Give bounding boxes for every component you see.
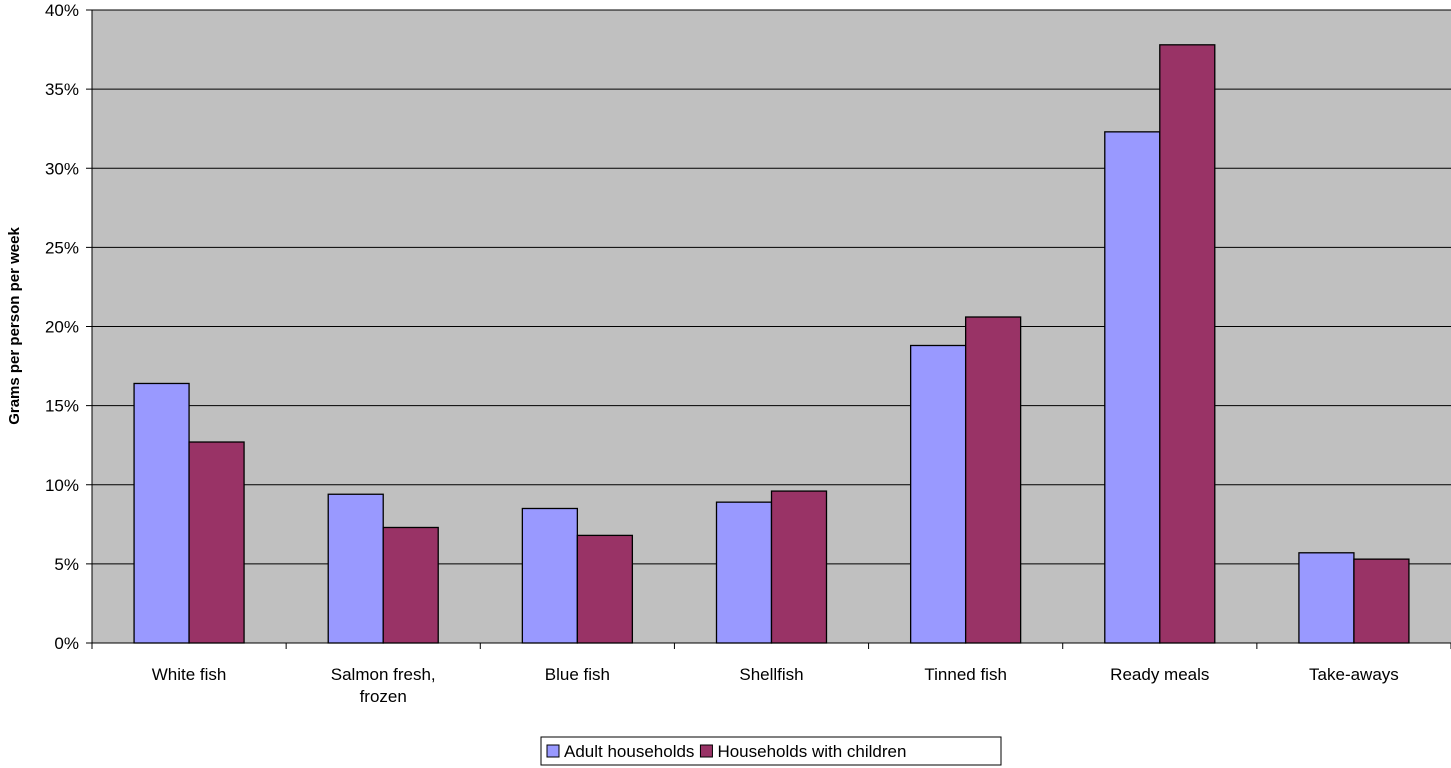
x-tick-label: Shellfish	[739, 665, 803, 684]
bar-adult-households	[327, 493, 384, 644]
y-tick-label: 5%	[54, 555, 79, 574]
bar-households-with-children	[964, 316, 1022, 644]
y-tick-label: 0%	[54, 634, 79, 653]
gridlines	[92, 9, 1451, 565]
bar-adult-households	[521, 507, 579, 644]
x-tick-label: frozen	[360, 687, 407, 706]
x-tick-label: Blue fish	[545, 665, 610, 684]
x-tick-label: Salmon fresh,	[331, 665, 436, 684]
bar-adult-households	[133, 382, 190, 644]
x-tick-label: Tinned fish	[924, 665, 1007, 684]
y-tick-label: 40%	[45, 1, 79, 20]
bar-households-with-children	[1353, 558, 1410, 644]
legend-box	[540, 736, 1002, 766]
y-axis-label: Grams per person per week	[6, 227, 23, 425]
y-tick-label: 25%	[45, 238, 79, 257]
legend: Adult households Households with children	[540, 736, 1002, 766]
y-tick-label: 35%	[45, 80, 79, 99]
bar-households-with-children	[188, 441, 245, 644]
y-tick-label: 15%	[45, 397, 79, 416]
bar-adult-households	[909, 344, 967, 644]
bars	[133, 44, 1410, 644]
axes	[86, 9, 1451, 649]
bar-adult-households	[1298, 552, 1355, 644]
legend-swatch	[699, 744, 713, 758]
y-tick-label: 10%	[45, 476, 79, 495]
bar-adult-households	[1104, 131, 1161, 644]
legend-label: Households with children	[717, 742, 906, 761]
x-tick-label: Ready meals	[1110, 665, 1209, 684]
legend-label: Adult households	[564, 742, 694, 761]
x-tick-label: White fish	[152, 665, 227, 684]
y-tick-label: 30%	[45, 159, 79, 178]
bar-adult-households	[715, 501, 773, 644]
y-tick-labels: 0% 5% 10% 15% 20% 25% 30% 35% 40%	[45, 1, 79, 653]
x-tick-labels: White fish Salmon fresh, frozen Blue fish Sh…	[152, 665, 1399, 706]
legend-swatch	[546, 744, 560, 758]
y-tick-label: 20%	[45, 318, 79, 337]
bar-households-with-children	[382, 526, 439, 644]
bar-households-with-children	[576, 534, 634, 644]
bar-households-with-children	[770, 490, 828, 644]
x-tick-label: Take-aways	[1309, 665, 1399, 684]
bar-households-with-children	[1159, 44, 1216, 644]
